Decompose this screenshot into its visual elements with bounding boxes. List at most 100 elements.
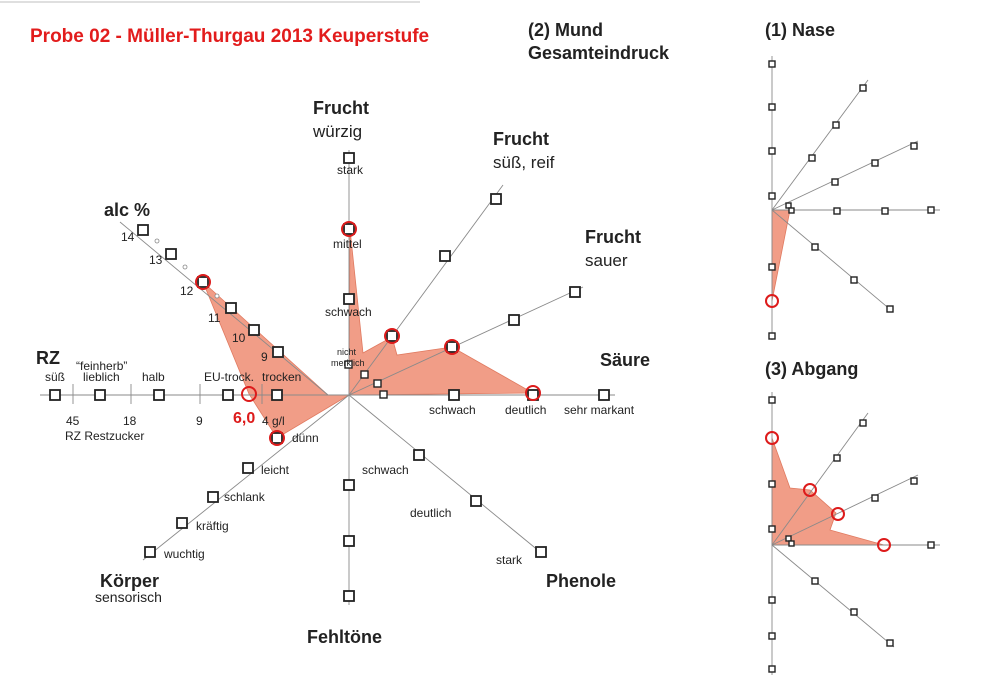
level-square — [446, 341, 458, 353]
abgang-square — [768, 596, 776, 604]
nase-square — [831, 178, 839, 186]
level-square — [176, 517, 188, 529]
mund-heading: (2) Mund — [528, 20, 603, 40]
abgang-square — [910, 477, 918, 485]
level-square — [343, 479, 355, 491]
level-square — [343, 535, 355, 547]
nase-square — [811, 243, 819, 251]
rz-value: 6,0 — [233, 410, 255, 427]
frucht-wuerzig-sub: würzig — [312, 122, 362, 141]
abgang-profile-area — [771, 437, 885, 546]
abgang-axis — [771, 412, 869, 546]
level-square — [197, 276, 209, 288]
nase-square — [832, 121, 840, 129]
level-square — [373, 379, 382, 388]
abgang-square — [768, 632, 776, 640]
level-label-saeure-deutlich: deutlich — [505, 403, 546, 417]
rz-label-eu-trocken: EU-trock. — [204, 370, 254, 384]
rz-number-4: 4 g/l — [262, 414, 285, 428]
level-square — [49, 389, 61, 401]
abgang-square — [768, 396, 776, 404]
main-radar: Frucht würzig Frucht süß, reif Frucht sa… — [36, 98, 650, 647]
abgang-square — [927, 541, 935, 549]
alc-tick-12: 12 — [180, 284, 194, 298]
selected-marker — [269, 430, 285, 446]
axis-alc — [119, 221, 329, 396]
selected-marker — [341, 221, 357, 237]
nase-square — [850, 276, 858, 284]
fehltoene-title: Fehltöne — [307, 627, 382, 647]
abgang-square — [833, 454, 841, 462]
level-label-phenole-schwach: schwach — [362, 463, 409, 477]
axis-koerper — [142, 394, 350, 561]
level-square — [271, 389, 283, 401]
level-square — [379, 390, 388, 399]
nase-profile-area — [771, 209, 791, 302]
axis-frucht-sauer — [348, 286, 584, 396]
level-square — [165, 248, 177, 260]
axis-phenole — [348, 394, 546, 557]
nase-square — [768, 147, 776, 155]
level-label-phenole-stark: stark — [496, 553, 523, 567]
frucht-sauer-sub: sauer — [585, 251, 628, 270]
phenole-title: Phenole — [546, 571, 616, 591]
axis-frucht-suess — [348, 184, 504, 396]
level-square — [343, 152, 355, 164]
nase-square — [768, 103, 776, 111]
abgang-square — [886, 639, 894, 647]
abgang-axis — [771, 544, 895, 648]
level-label-leicht: leicht — [261, 463, 290, 477]
level-square — [569, 286, 581, 298]
abgang-axis — [771, 474, 919, 546]
level-square — [94, 389, 106, 401]
abgang-selected-marker — [765, 431, 779, 445]
level-square — [207, 491, 219, 503]
level-square — [598, 389, 610, 401]
level-label-phenole-deutlich: deutlich — [410, 506, 451, 520]
rz-title: RZ — [36, 348, 60, 368]
level-square — [222, 389, 234, 401]
alc-tick-14: 14 — [121, 230, 135, 244]
rz-number-9: 9 — [196, 414, 203, 428]
nase-selected-marker — [765, 294, 779, 308]
alc-minor-point — [182, 264, 188, 270]
frucht-suess-title: Frucht — [493, 129, 549, 149]
abgang-selected-marker — [831, 507, 845, 521]
selected-marker — [195, 274, 211, 290]
alc-minor-point — [214, 293, 220, 299]
level-square — [144, 546, 156, 558]
nase-square — [881, 207, 889, 215]
level-label-duenn: dünn — [292, 431, 319, 445]
nase-square — [833, 207, 841, 215]
nase-square — [808, 154, 816, 162]
abgang-square — [811, 577, 819, 585]
saeure-title: Säure — [600, 350, 650, 370]
level-square — [448, 389, 460, 401]
alc-tick-9: 9 — [261, 350, 268, 364]
level-square — [344, 360, 353, 369]
abgang-square — [859, 419, 867, 427]
selected-marker — [384, 328, 400, 344]
koerper-title: Körper — [100, 571, 159, 591]
abgang-square — [768, 480, 776, 488]
level-square — [386, 330, 398, 342]
level-square — [343, 293, 355, 305]
level-square — [508, 314, 520, 326]
level-square — [271, 432, 283, 444]
abgang-selected-marker — [803, 483, 817, 497]
nase-axis — [771, 209, 893, 312]
gesamteindruck-heading: Gesamteindruck — [528, 43, 670, 63]
level-square — [490, 193, 502, 205]
level-square — [343, 590, 355, 602]
level-square — [153, 389, 165, 401]
level-label-saeure-markant: sehr markant — [564, 403, 635, 417]
nase-axis — [771, 140, 919, 211]
rz-caption: RZ Restzucker — [65, 429, 144, 443]
rz-label-lieblich: lieblich — [83, 370, 120, 384]
rz-number-45: 45 — [66, 414, 80, 428]
frucht-wuerzig-title: Frucht — [313, 98, 369, 118]
alc-title: alc % — [104, 200, 150, 220]
alc-tick-10: 10 — [232, 331, 246, 345]
nase-square — [768, 263, 776, 271]
abgang-square — [871, 494, 879, 502]
